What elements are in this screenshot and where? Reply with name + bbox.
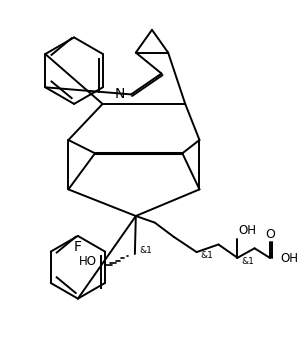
- Text: O: O: [265, 227, 275, 241]
- Text: F: F: [74, 240, 82, 254]
- Text: N: N: [115, 88, 125, 101]
- Text: HO: HO: [79, 255, 97, 268]
- Text: OH: OH: [280, 252, 298, 265]
- Text: &1: &1: [241, 257, 254, 266]
- Text: &1: &1: [140, 246, 153, 255]
- Text: &1: &1: [201, 251, 213, 260]
- Text: OH: OH: [238, 224, 256, 237]
